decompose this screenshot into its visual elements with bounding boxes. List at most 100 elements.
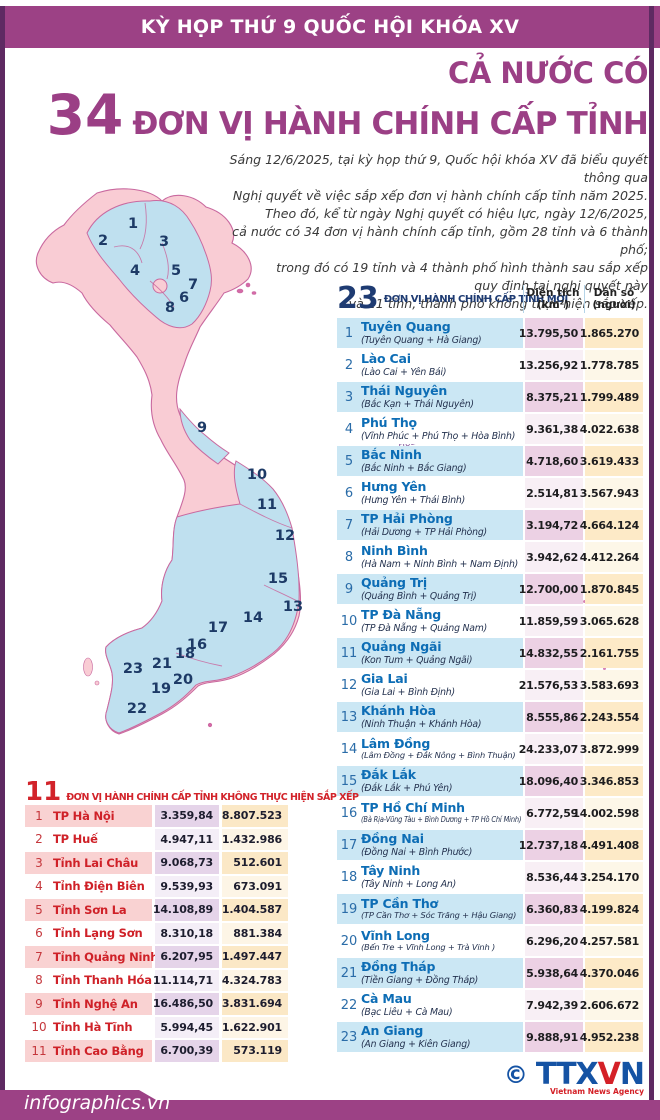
province-components: (TP Đà Nẵng + Quảng Nam) (361, 622, 488, 634)
row-band: 8 Tỉnh Thanh Hóa (25, 969, 152, 991)
population-value: 2.243.554 (580, 702, 643, 732)
population-value: 4.412.264 (580, 542, 643, 572)
province-name-block: Lào Cai (Lào Cai + Yên Bái) (361, 351, 523, 378)
map-region-number-20: 20 (173, 672, 193, 688)
province-name-block: Hưng Yên (Hưng Yên + Thái Bình) (361, 479, 523, 506)
column-header-population: Dân số (người) (584, 284, 643, 314)
row-band: 17 Đồng Nai (Đồng Nai + Bình Phước) (337, 830, 523, 860)
table-row: 9 Quảng Trị (Quảng Bình + Quảng Trị) 12.700… (337, 574, 645, 604)
province-name: Đồng Tháp (361, 959, 436, 975)
population-value: 1.865.270 (580, 318, 643, 348)
table-row: 8 Ninh Bình (Hà Nam + Ninh Bình + Nam Định… (337, 542, 645, 572)
province-components: (Tiền Giang + Đồng Tháp) (361, 974, 479, 986)
population-value: 4.952.238 (580, 1022, 643, 1052)
area-value: 7.942,39 (525, 990, 583, 1020)
row-number: 2 (35, 832, 43, 847)
map-region-number-23: 23 (123, 661, 143, 677)
population-value: 3.254.170 (580, 862, 643, 892)
area-value: 8.375,21 (525, 382, 583, 412)
province-components: (Quảng Bình + Quảng Trị) (361, 590, 477, 602)
province-name-block: Phú Thọ (Vĩnh Phúc + Phú Thọ + Hòa Bình) (361, 415, 523, 442)
province-components: (Kon Tum + Quảng Ngãi) (361, 654, 473, 666)
table-row: 10 Tỉnh Hà Tĩnh 5.994,45 1.622.901 (25, 1016, 325, 1038)
area-value: 4.718,60 (525, 446, 583, 476)
province-name-block: Ninh Bình (Hà Nam + Ninh Bình + Nam Định) (361, 543, 523, 570)
map-region-number-18: 18 (175, 646, 195, 662)
area-value: 16.486,50 (153, 993, 219, 1015)
population-value: 3.831.694 (222, 993, 288, 1015)
area-value: 13.795,50 (519, 318, 583, 348)
area-value: 18.096,40 (519, 766, 583, 796)
row-number: 7 (35, 949, 43, 964)
province-name-block: Bắc Ninh (Bắc Ninh + Bắc Giang) (361, 447, 523, 474)
row-number: 21 (340, 965, 358, 981)
province-components: (Bắc Kạn + Thái Nguyên) (361, 398, 474, 410)
row-number: 15 (340, 773, 358, 789)
row-number: 9 (344, 581, 354, 597)
row-number: 10 (31, 1020, 47, 1035)
site-label: infographics.vn (24, 1092, 171, 1114)
province-name: Tuyên Quang (361, 319, 451, 335)
unchanged-units-count: 11 (25, 777, 62, 807)
row-number: 4 (344, 421, 354, 437)
table-row: 8 Tỉnh Thanh Hóa 11.114,71 4.324.783 (25, 969, 325, 991)
province-components: (Đồng Nai + Bình Phước) (361, 846, 473, 858)
map-region-number-6: 6 (179, 290, 189, 306)
table-row: 2 TP Huế 4.947,11 1.432.986 (25, 828, 325, 850)
table-row: 11 Quảng Ngãi (Kon Tum + Quảng Ngãi) 14.832… (337, 638, 645, 668)
province-name: Tỉnh Hà Tĩnh (53, 1020, 133, 1035)
province-name: Lâm Đồng (361, 735, 431, 751)
row-band: 10 Tỉnh Hà Tĩnh (25, 1016, 152, 1038)
population-value: 3.346.853 (580, 766, 643, 796)
map-region-number-5: 5 (171, 263, 181, 279)
population-value: 3.583.693 (580, 670, 643, 700)
unchanged-units-table-header: 11 ĐƠN VỊ HÀNH CHÍNH CẤP TỈNH KHÔNG THỰC… (25, 777, 359, 807)
map-region-number-14: 14 (243, 610, 263, 626)
province-components: (Lâm Đồng + Đắk Nông + Bình Thuận) (361, 750, 516, 761)
area-value: 9.539,93 (155, 875, 219, 897)
area-value: 12.700,00 (519, 574, 583, 604)
table-row: 18 Tây Ninh (Tây Ninh + Long An) 8.536,44 3.… (337, 862, 645, 892)
area-value: 5.938,64 (525, 958, 583, 988)
table-row: 3 Thái Nguyên (Bắc Kạn + Thái Nguyên) 8.375… (337, 382, 645, 412)
province-components: (Lào Cai + Yên Bái) (361, 366, 447, 378)
area-value: 11.859,59 (519, 606, 583, 636)
province-components: (Bà Rịa-Vũng Tàu + Bình Dương + TP Hồ Ch… (361, 814, 522, 825)
map-region-number-3: 3 (159, 234, 169, 250)
row-number: 17 (340, 837, 358, 853)
table-row: 6 Hưng Yên (Hưng Yên + Thái Bình) 2.514,81 3… (337, 478, 645, 508)
province-components: (Tây Ninh + Long An) (361, 878, 457, 890)
table-row: 11 Tỉnh Cao Bằng 6.700,39 573.119 (25, 1040, 325, 1062)
table-row: 21 Đồng Tháp (Tiền Giang + Đồng Tháp) 5.938… (337, 958, 645, 988)
province-name: Tỉnh Cao Bằng (53, 1043, 144, 1058)
row-band: 19 TP Cần Thơ (TP Cần Thơ + Sóc Trăng + Hậ… (337, 894, 523, 924)
intro-paragraph: Sáng 12/6/2025, tại kỳ họp thứ 9, Quốc h… (229, 152, 648, 311)
table-row: 4 Tỉnh Điện Biên 9.539,93 673.091 (25, 875, 325, 897)
area-value: 6.360,83 (525, 894, 583, 924)
population-value: 4.324.783 (222, 969, 288, 991)
vna-logo: © TTXVN Vietnam News Agency (504, 1060, 645, 1097)
row-number: 8 (35, 973, 43, 988)
row-band: 2 TP Huế (25, 828, 152, 850)
table-row: 1 TP Hà Nội 3.359,84 8.807.523 (25, 805, 325, 827)
province-components: (Bạc Liêu + Cà Mau) (361, 1006, 453, 1018)
area-value: 2.514,81 (525, 478, 583, 508)
population-value: 673.091 (222, 875, 288, 897)
row-band: 21 Đồng Tháp (Tiền Giang + Đồng Tháp) (337, 958, 523, 988)
table-row: 6 Tỉnh Lạng Sơn 8.310,18 881.384 (25, 922, 325, 944)
area-value: 8.555,86 (525, 702, 583, 732)
row-band: 1 Tuyên Quang (Tuyên Quang + Hà Giang) (337, 318, 523, 348)
province-components: (Bắc Ninh + Bắc Giang) (361, 462, 467, 474)
row-band: 22 Cà Mau (Bạc Liêu + Cà Mau) (337, 990, 523, 1020)
unchanged-units-rows: 1 TP Hà Nội 3.359,84 8.807.523 2 TP Huế 4.947,… (25, 805, 325, 1062)
province-name-block: Thái Nguyên (Bắc Kạn + Thái Nguyên) (361, 383, 523, 410)
merged-region-north (86, 200, 212, 329)
province-name: Đắk Lắk (361, 767, 416, 783)
province-borders (113, 202, 300, 667)
area-value: 3.942,62 (525, 542, 583, 572)
row-number: 11 (31, 1043, 47, 1058)
new-units-rows: 1 Tuyên Quang (Tuyên Quang + Hà Giang) 13.7… (337, 318, 645, 1052)
headline-suffix: ĐƠN VỊ HÀNH CHÍNH CẤP TỈNH (132, 106, 648, 142)
